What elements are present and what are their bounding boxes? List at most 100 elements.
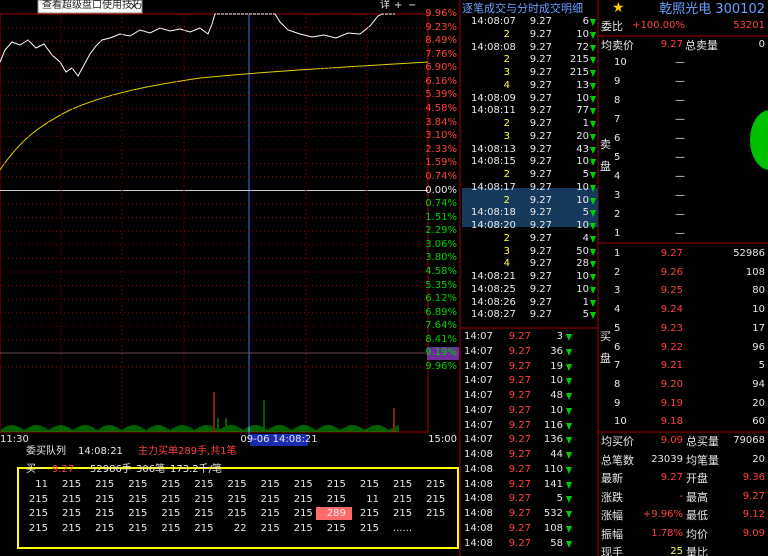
quote-value: 53201 <box>733 20 765 31</box>
level-index: 4 <box>614 304 621 316</box>
tick-price: 9.27 <box>529 181 552 193</box>
y-axis-label: 9.23% <box>425 21 457 33</box>
stat-value: 9.27 <box>742 490 765 502</box>
tick-volume: 4 <box>582 232 589 244</box>
y-axis-label: 6.12% <box>425 293 457 305</box>
tick-price: 9.27 <box>529 16 552 27</box>
queue-cell: 215 <box>293 508 313 519</box>
down-arrow <box>566 496 572 504</box>
tick-volume: 20 <box>576 130 589 142</box>
minute-volume: 108 <box>543 522 563 534</box>
queue-cell: 215 <box>260 522 280 534</box>
queue-cell: 215 <box>128 479 148 490</box>
quote-label: 均卖价 <box>601 39 634 52</box>
minute-price: 9.27 <box>508 404 531 416</box>
queue-cell: 215 <box>28 522 48 534</box>
level-price: 9.21 <box>660 360 683 372</box>
tick-time: 2 <box>503 169 510 180</box>
quote-value: +100.00% <box>632 20 685 31</box>
stat-value: 9.09 <box>660 435 683 446</box>
queue-cell: 11 <box>366 493 379 505</box>
tick-volume: 1 <box>582 118 589 129</box>
queue-cell: 215 <box>359 508 379 519</box>
y-axis-label: 3.06% <box>425 238 457 250</box>
tick-volume: 50 <box>576 245 589 257</box>
down-arrow <box>590 210 596 218</box>
queue-cell: 215 <box>161 493 181 505</box>
y-axis-label: 0.00% <box>425 184 457 196</box>
stat-value: 9.27 <box>660 472 683 483</box>
y-axis-label: 9.96% <box>425 361 457 372</box>
toolbar-button[interactable]: − <box>408 0 417 11</box>
toolbar-button[interactable]: + <box>394 0 403 11</box>
minute-time: 14:07 <box>464 375 493 387</box>
level-volume: 52986 <box>733 248 765 259</box>
toolbar-button[interactable]: 详 <box>380 0 390 11</box>
minute-price: 9.27 <box>508 345 531 357</box>
down-arrow <box>590 235 596 243</box>
svg-text:★: ★ <box>612 0 625 16</box>
minute-price: 9.27 <box>508 449 531 460</box>
queue-summary: 306笔 <box>136 464 166 475</box>
level-price: — <box>675 114 685 125</box>
tick-time: 2 <box>503 232 510 244</box>
level-price: — <box>675 76 685 87</box>
tick-price: 9.27 <box>529 156 552 168</box>
queue-cell: 215 <box>260 493 280 505</box>
queue-cell: 289 <box>326 508 346 519</box>
queue-cell: 215 <box>95 479 115 490</box>
level-index: 7 <box>614 114 621 125</box>
minute-price: 9.27 <box>508 478 531 490</box>
down-arrow <box>566 511 572 518</box>
queue-cell: 215 <box>62 493 82 505</box>
queue-cell: 215 <box>194 479 214 490</box>
level-volume: 17 <box>752 322 765 334</box>
down-arrow <box>566 452 572 459</box>
down-arrow <box>566 363 572 371</box>
stat-value: 79068 <box>733 435 765 446</box>
stat-value: - <box>679 490 683 502</box>
stat-value: 9.12 <box>742 509 765 520</box>
level-price: 9.23 <box>660 322 683 334</box>
stat-label: 均买价 <box>601 435 634 448</box>
level-index: 3 <box>614 285 621 297</box>
queue-cell: 215 <box>161 479 181 490</box>
tick-volume: 10 <box>576 271 589 282</box>
level-index: 10 <box>614 57 627 68</box>
tick-time: 14:08:25 <box>471 283 516 295</box>
level-volume: 20 <box>752 397 765 409</box>
y-axis-label: 8.49% <box>425 35 457 47</box>
level-price: 9.25 <box>660 285 683 297</box>
queue-cell: 11 <box>35 479 48 490</box>
level-index: 7 <box>614 360 621 372</box>
level-index: 2 <box>614 266 621 278</box>
queue-cell: 215 <box>128 522 148 534</box>
stat-value: 9.09 <box>742 527 765 539</box>
queue-cell: 215 <box>95 522 115 534</box>
y-axis-label: 9.19% <box>425 347 457 359</box>
queue-cell: 215 <box>128 493 148 505</box>
level-volume: 108 <box>745 266 765 278</box>
tick-price: 9.27 <box>529 28 552 40</box>
queue-cell: 215 <box>426 479 446 490</box>
tick-price: 9.27 <box>529 220 552 231</box>
stock-name: 乾照光电 300102 <box>659 2 765 17</box>
down-arrow <box>566 334 572 341</box>
stat-label: 开盘 <box>686 472 708 485</box>
tick-time: 14:08:07 <box>471 16 516 27</box>
down-arrow <box>590 312 596 320</box>
y-axis-label: 2.29% <box>425 225 457 237</box>
down-arrow <box>566 540 572 548</box>
level-index: 8 <box>614 378 621 390</box>
level-index: 6 <box>614 341 621 353</box>
minute-volume: 116 <box>543 419 563 431</box>
minute-volume: 10 <box>550 404 563 416</box>
down-arrow <box>566 348 572 356</box>
queue-title: 委买队列 <box>26 446 66 457</box>
tick-time: 14:08:17 <box>471 181 516 193</box>
stat-label: 振幅 <box>601 527 623 541</box>
tick-time: 4 <box>503 258 510 270</box>
level-index: 2 <box>614 209 621 220</box>
stat-label: 均价 <box>686 527 708 541</box>
side-label: 买盘 <box>600 330 611 365</box>
